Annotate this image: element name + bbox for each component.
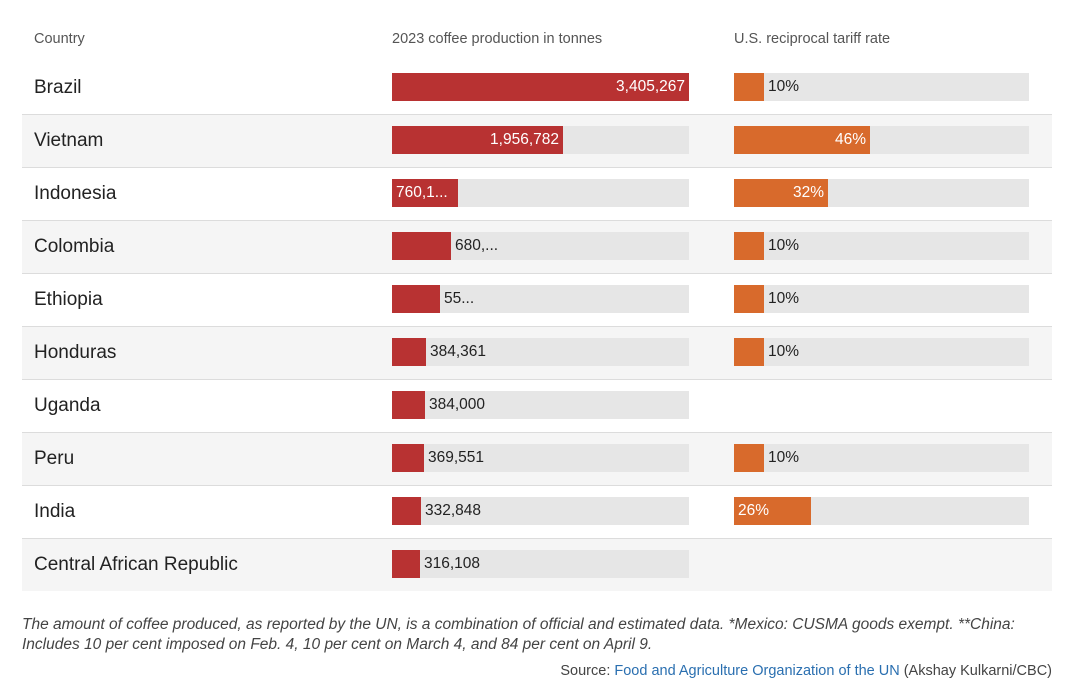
production-bar (392, 232, 451, 260)
production-bar (392, 179, 458, 207)
tariff-bar (734, 285, 764, 313)
production-bar (392, 550, 420, 578)
source-link[interactable]: Food and Agriculture Organization of the… (614, 663, 900, 679)
country-name: Indonesia (34, 183, 117, 204)
column-header-production: 2023 coffee production in tonnes (392, 31, 603, 47)
production-value-label: 316,108 (424, 555, 481, 572)
tariff-track: 26% (734, 497, 1029, 525)
table-body: Brazil 3,405,267 10% Vietnam 1,956,782 46% Ind… (22, 62, 1052, 591)
country-name: Vietnam (34, 130, 104, 151)
production-track: 1,956,782 (392, 126, 689, 154)
production-bar (392, 126, 563, 154)
tariff-value-label: 32% (792, 184, 824, 201)
tariff-value-label: 10% (768, 290, 800, 307)
production-value-label: 332,848 (425, 502, 482, 519)
tariff-value-label: 10% (768, 237, 800, 254)
source-credit: (Akshay Kulkarni/CBC) (899, 663, 1052, 679)
production-track: 3,405,267 (392, 73, 689, 101)
production-value-label: 3,405,267 (616, 78, 685, 95)
production-bar (392, 444, 424, 472)
tariff-bar (734, 73, 764, 101)
tariff-bar (734, 179, 828, 207)
country-name: Ethiopia (34, 289, 103, 310)
table-row: Indonesia 760,1... 32% (22, 168, 1052, 221)
tariff-track: 10% (734, 338, 1029, 366)
tariff-track: 10% (734, 73, 1029, 101)
country-name: Central African Republic (34, 554, 238, 575)
country-name: Uganda (34, 395, 101, 416)
production-value-label: 680,... (455, 237, 499, 254)
column-header-country: Country (34, 31, 85, 47)
tariff-bar (734, 338, 764, 366)
production-value-label: 55... (444, 290, 475, 307)
production-value-label: 384,000 (429, 396, 486, 413)
production-track: 680,... (392, 232, 689, 260)
production-bar (392, 338, 426, 366)
production-bar (392, 285, 440, 313)
tariff-bar (734, 497, 811, 525)
production-track: 760,1... (392, 179, 689, 207)
tariff-value-label: 10% (768, 449, 800, 466)
source-prefix: Source: (560, 663, 615, 679)
table-header: Country 2023 coffee production in tonnes… (0, 31, 1080, 53)
tariff-bar (734, 444, 764, 472)
tariff-track: 10% (734, 444, 1029, 472)
tariff-value-label: 10% (768, 343, 800, 360)
table-row: Colombia 680,... 10% (22, 221, 1052, 274)
production-bar (392, 73, 689, 101)
production-track: 55... (392, 285, 689, 313)
table-row: Brazil 3,405,267 10% (22, 62, 1052, 115)
table-row: India 332,848 26% (22, 486, 1052, 539)
tariff-track: 32% (734, 179, 1029, 207)
production-value-label: 384,361 (430, 343, 487, 360)
tariff-track: 10% (734, 232, 1029, 260)
table-row: Vietnam 1,956,782 46% (22, 115, 1052, 168)
production-track: 332,848 (392, 497, 689, 525)
tariff-track: 46% (734, 126, 1029, 154)
country-name: India (34, 501, 76, 522)
country-name: Brazil (34, 77, 82, 98)
production-bar (392, 391, 425, 419)
table-row: Central African Republic 316,108 (22, 539, 1052, 591)
source-line: Source: Food and Agriculture Organizatio… (560, 663, 1052, 679)
production-track: 384,361 (392, 338, 689, 366)
tariff-bar (734, 126, 870, 154)
tariff-bar (734, 232, 764, 260)
tariff-value-label: 46% (834, 131, 866, 148)
tariff-value-label: 10% (768, 78, 800, 95)
country-name: Peru (34, 448, 75, 469)
table-row: Ethiopia 55... 10% (22, 274, 1052, 327)
production-value-label: 760,1... (396, 184, 448, 201)
production-value-label: 1,956,782 (490, 131, 559, 148)
tariff-value-label: 26% (738, 502, 770, 519)
production-bar (392, 497, 421, 525)
tariff-track: 10% (734, 285, 1029, 313)
country-name: Colombia (34, 236, 115, 257)
column-header-tariff: U.S. reciprocal tariff rate (734, 31, 891, 47)
table-row: Honduras 384,361 10% (22, 327, 1052, 380)
production-track: 384,000 (392, 391, 689, 419)
production-track: 316,108 (392, 550, 689, 578)
production-track: 369,551 (392, 444, 689, 472)
footnote: The amount of coffee produced, as report… (22, 616, 1015, 653)
table-row: Uganda 384,000 (22, 380, 1052, 433)
production-value-label: 369,551 (428, 449, 485, 466)
country-name: Honduras (34, 342, 117, 363)
table-row: Peru 369,551 10% (22, 433, 1052, 486)
